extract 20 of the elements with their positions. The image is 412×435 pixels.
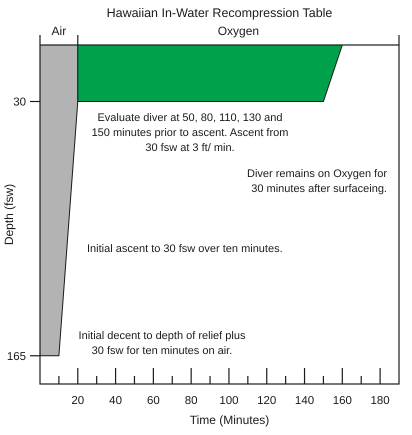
x-tick-label: 120 bbox=[257, 395, 276, 407]
y-tick-label: 30 bbox=[13, 96, 26, 108]
y-tick-label: 165 bbox=[6, 350, 26, 363]
x-axis-title: Time (Minutes) bbox=[190, 413, 270, 427]
x-tick-label: 100 bbox=[219, 395, 239, 407]
x-tick-label: 60 bbox=[146, 395, 160, 407]
annotation: Initial decent to depth of relief plus 30 fsw for ten minutes on air. bbox=[78, 330, 246, 357]
y-axis-title: Depth (fsw) bbox=[2, 184, 16, 246]
x-tick-label: 80 bbox=[184, 395, 198, 407]
series-label: Air bbox=[52, 24, 66, 38]
chart-title: Hawaiian In-Water Recompression Table bbox=[106, 6, 332, 20]
x-tick-label: 40 bbox=[109, 395, 122, 407]
x-tick-label: 20 bbox=[71, 395, 84, 407]
annotation: Initial ascent to 30 fsw over ten minutes. bbox=[87, 243, 283, 255]
annotation: Diver remains on Oxygen for 30 minutes after surfaceing. bbox=[247, 168, 388, 195]
series-label: Oxygen bbox=[218, 24, 260, 38]
x-tick-label: 140 bbox=[294, 395, 314, 407]
x-tick-label: 160 bbox=[332, 395, 352, 407]
x-tick-label: 180 bbox=[370, 395, 390, 407]
annotation: Evaluate diver at 50, 80, 110, 130 and 150 minutes prior to ascent. Ascent from 30 fsw at 3 ft/ min. bbox=[92, 112, 288, 154]
